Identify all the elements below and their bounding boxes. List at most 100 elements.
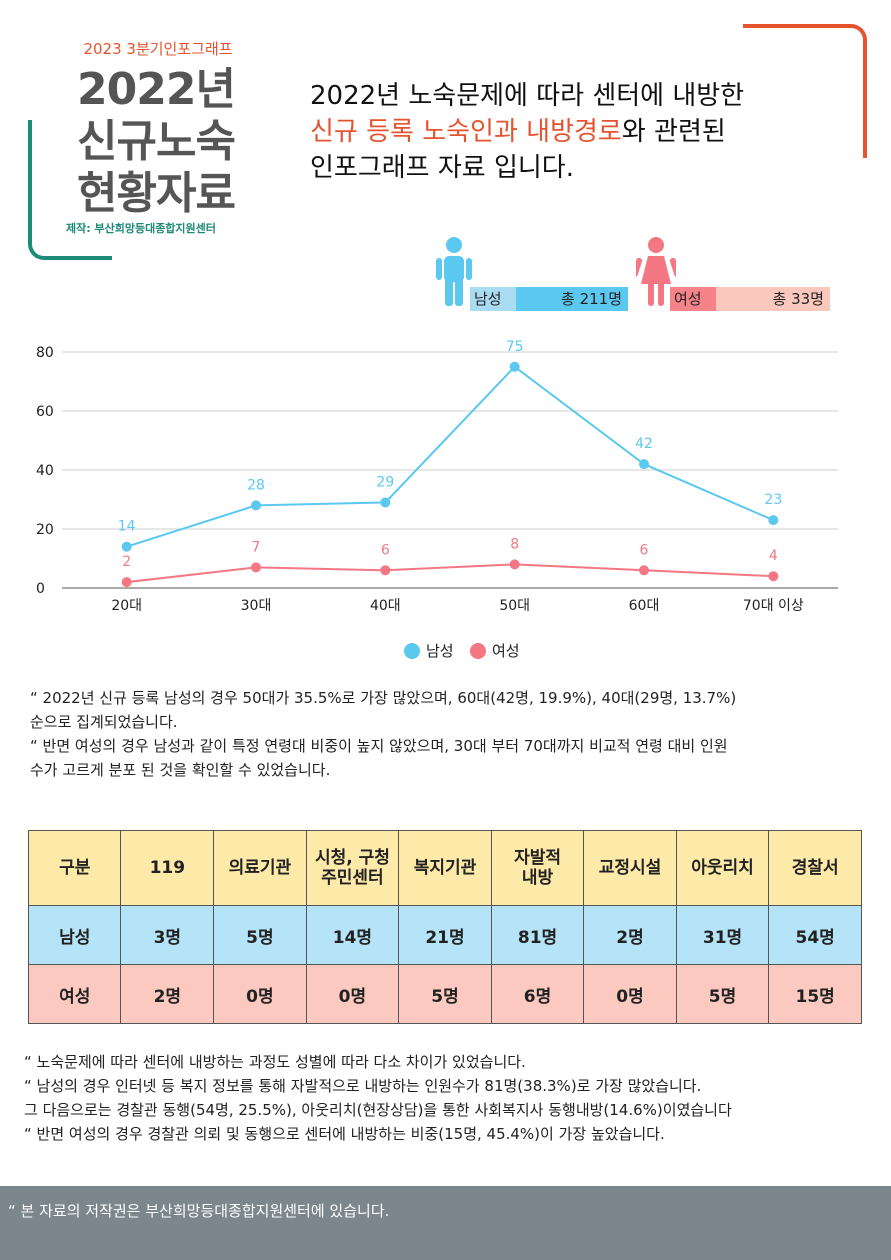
x-tick-label: 70대 이상	[743, 598, 804, 614]
data-point	[639, 565, 649, 576]
page-title: 2022년 신규노숙 현황자료	[46, 64, 266, 220]
age-note-line: 순으로 집계되었습니다.	[30, 713, 178, 731]
table-header-cell: 구분	[27, 830, 122, 906]
data-label: 28	[247, 477, 265, 493]
chart-series: 14 28 29 75 42 23 2 7 6 8 6 4	[118, 339, 782, 588]
legend-marker	[470, 643, 486, 659]
data-point	[768, 515, 779, 526]
data-point	[121, 541, 132, 552]
data-label: 7	[252, 539, 261, 555]
table-cell: 0명	[583, 964, 677, 1024]
male-total-box: 총 211명	[516, 287, 628, 311]
x-tick-label: 50대	[499, 598, 530, 614]
male-person-icon	[436, 237, 472, 306]
intro-line-2: 신규 등록 노숙인과 내방경로와 관련된	[310, 114, 744, 150]
female-total-box: 총 33명	[716, 287, 830, 311]
table-row-female: 여성 2명 0명 0명 5명 6명 0명 5명 15명	[27, 964, 862, 1024]
table-cell: 5명	[398, 964, 492, 1024]
route-note-line: “ 남성의 경우 인터넷 등 복지 정보를 통해 자발적으로 내방하는 인원수가…	[24, 1077, 702, 1095]
intro-highlight: 신규 등록 노숙인과 내방경로	[310, 117, 622, 147]
data-label: 2	[122, 554, 131, 570]
intro-line-3: 인포그래프 자료 입니다.	[310, 153, 574, 183]
chart-grid	[62, 351, 838, 589]
intro-text: 2022년 노숙문제에 따라 센터에 내방한 신규 등록 노숙인과 내방경로와 …	[310, 78, 744, 186]
data-point	[251, 562, 261, 573]
intro-line-2-rest: 와 관련된	[621, 117, 726, 147]
table-header-cell: 의료기관	[213, 830, 307, 906]
series-label: 2023 3분기인포그래프	[83, 40, 233, 58]
female-total-value: 총 33명	[772, 290, 824, 308]
chart-legend: 남성 여성	[404, 642, 520, 660]
data-label: 6	[640, 542, 649, 558]
table-cell: 3명	[120, 905, 215, 965]
y-tick-label: 60	[36, 404, 54, 420]
male-total-label: 남성	[474, 290, 502, 308]
data-label: 14	[118, 519, 136, 535]
copyright-text: “ 본 자료의 저작권은 부산희망등대종합지원센터에 있습니다.	[8, 1202, 390, 1220]
age-note-line: 수가 고르게 분포 된 것을 확인할 수 있었습니다.	[30, 761, 331, 779]
legend-label: 남성	[426, 642, 454, 660]
age-note-line: “ 2022년 신규 등록 남성의 경우 50대가 35.5%로 가장 많았으며…	[30, 689, 737, 707]
y-tick-label: 20	[36, 522, 54, 538]
female-person-icon	[636, 237, 676, 306]
x-tick-label: 60대	[629, 598, 660, 614]
data-point	[768, 571, 779, 582]
table-header-cell: 아웃리치	[675, 830, 770, 906]
y-tick-label: 0	[36, 581, 45, 597]
table-cell: 54명	[768, 905, 862, 965]
title-line-1: 2022년	[77, 64, 236, 115]
route-notes: “ 노숙문제에 따라 센터에 내방하는 과정도 성별에 따라 다소 차이가 있었…	[24, 1050, 732, 1146]
table-cell: 5명	[213, 905, 307, 965]
data-point	[509, 361, 520, 372]
x-tick-label: 40대	[370, 598, 401, 614]
table-cell: 여성	[27, 964, 122, 1024]
data-label: 75	[506, 339, 524, 355]
table-cell: 남성	[27, 905, 122, 965]
table-cell: 6명	[490, 964, 585, 1024]
legend-marker	[404, 643, 420, 659]
y-axis-ticks: 0 20 40 60 80	[36, 345, 54, 597]
table-header-cell: 경찰서	[768, 830, 862, 906]
data-point	[639, 459, 649, 470]
data-point	[121, 577, 132, 588]
data-point	[380, 565, 391, 576]
table-row-male: 남성 3명 5명 14명 21명 81명 2명 31명 54명	[27, 905, 862, 965]
visit-route-table: 구분 119 의료기관 시청, 구청 주민센터 복지기관 자발적 내방 교정시설 아웃리치 경찰서 …	[27, 830, 862, 1024]
table-cell: 81명	[490, 905, 585, 965]
data-label: 8	[510, 536, 519, 552]
data-label: 4	[769, 548, 778, 564]
table-cell: 0명	[305, 964, 400, 1024]
table-cell: 2명	[120, 964, 215, 1024]
data-point	[380, 497, 391, 508]
data-point	[251, 500, 261, 511]
female-total-label-box: 여성	[670, 287, 716, 311]
table-cell: 15명	[768, 964, 862, 1024]
table-header-cell: 복지기관	[398, 830, 492, 906]
y-tick-label: 40	[36, 463, 54, 479]
table-cell: 2명	[583, 905, 677, 965]
y-tick-label: 80	[36, 345, 54, 361]
data-label: 23	[764, 492, 782, 508]
title-line-3: 현황자료	[77, 168, 236, 219]
table-cell: 0명	[213, 964, 307, 1024]
right-bracket-decoration	[743, 24, 867, 158]
data-label: 6	[381, 542, 390, 558]
series-line-male	[126, 365, 774, 548]
route-note-line: 그 다음으로는 경찰관 동행(54명, 25.5%), 아웃리치(현장상담)을 …	[24, 1101, 732, 1119]
table-cell: 5명	[675, 964, 770, 1024]
age-notes: “ 2022년 신규 등록 남성의 경우 50대가 35.5%로 가장 많았으며…	[30, 686, 736, 782]
route-note-line: “ 반면 여성의 경우 경찰관 의뢰 및 동행으로 센터에 내방하는 비중(15…	[24, 1125, 665, 1143]
table-header-cell: 자발적 내방	[490, 830, 585, 906]
intro-line-1: 2022년 노숙문제에 따라 센터에 내방한	[310, 81, 745, 111]
maker-credit: 제작: 부산희망등대종합지원센터	[66, 222, 216, 235]
data-label: 42	[635, 436, 653, 452]
copyright-footer: “ 본 자료의 저작권은 부산희망등대종합지원센터에 있습니다.	[0, 1186, 891, 1260]
title-line-2: 신규노숙	[77, 116, 236, 167]
table-cell: 21명	[398, 905, 492, 965]
table-header-cell: 119	[120, 830, 215, 906]
female-total-label: 여성	[674, 290, 702, 308]
table-cell: 14명	[305, 905, 400, 965]
series-line-female	[126, 563, 774, 584]
x-tick-label: 20대	[111, 598, 142, 614]
